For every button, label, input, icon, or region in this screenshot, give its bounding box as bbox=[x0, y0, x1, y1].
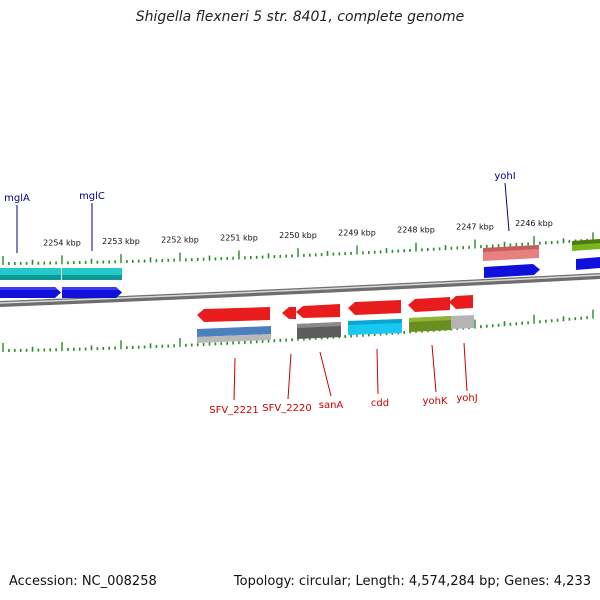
gene-label-mglC[interactable]: mglC bbox=[79, 191, 105, 202]
feature-sanA[interactable] bbox=[296, 304, 341, 339]
scale-label: 2254 kbp bbox=[43, 238, 81, 247]
feature-yohK[interactable] bbox=[408, 297, 451, 332]
feature-SFV_2221-band-top bbox=[197, 326, 271, 337]
gene-label-SFV_2221[interactable]: SFV_2221 bbox=[209, 405, 258, 416]
scale-label: 2246 kbp bbox=[515, 219, 553, 228]
feature-mglA-band-top bbox=[0, 268, 61, 275]
feature-mglC-cds-shine bbox=[62, 287, 119, 290]
gene-label-SFV_2220[interactable]: SFV_2220 bbox=[262, 403, 311, 414]
feature-yohI-cds-arrow bbox=[484, 264, 540, 278]
feature-yohK-cds-arrow bbox=[408, 297, 450, 312]
map-title: Shigella flexneri 5 str. 8401, complete … bbox=[135, 9, 465, 25]
leader-SFV_2221 bbox=[233, 357, 236, 401]
leader-yohJ bbox=[463, 342, 468, 392]
feature-SFV_2221[interactable] bbox=[197, 307, 271, 343]
feature-partial-right-cds bbox=[576, 257, 600, 270]
gene-label-yohJ[interactable]: yohJ bbox=[456, 393, 477, 404]
scale-label: 2248 kbp bbox=[397, 226, 435, 235]
feature-yohK-band-edge bbox=[409, 316, 451, 322]
feature-SFV_2220[interactable] bbox=[282, 307, 296, 319]
feature-mglA-band-bottom bbox=[0, 275, 61, 280]
genome-backbone-highlight bbox=[0, 274, 600, 304]
feature-mglA[interactable] bbox=[0, 268, 61, 298]
leader-SFV_2220 bbox=[287, 353, 292, 400]
gene-label-sanA[interactable]: sanA bbox=[319, 400, 344, 411]
gene-label-cdd[interactable]: cdd bbox=[371, 398, 389, 409]
gene-label-yohI[interactable]: yohI bbox=[494, 171, 515, 182]
feature-mglC-band-bottom bbox=[62, 275, 122, 280]
feature-yohI-band-edge bbox=[483, 245, 539, 252]
feature-sanA-cds-arrow bbox=[296, 304, 340, 318]
feature-partial-right-band-edge bbox=[572, 239, 600, 245]
feature-yohJ[interactable] bbox=[449, 295, 474, 329]
scale-label: 2252 kbp bbox=[161, 236, 199, 245]
feature-mglC[interactable] bbox=[62, 268, 122, 298]
feature-sanA-band-edge bbox=[297, 322, 341, 328]
scale-label: 2249 kbp bbox=[338, 229, 376, 238]
feature-cdd-cds-arrow bbox=[348, 300, 401, 315]
feature-SFV_2220-cds-arrow bbox=[282, 307, 296, 319]
feature-yohJ-cds-arrow bbox=[449, 295, 473, 309]
feature-cdd-band-edge bbox=[348, 319, 402, 325]
feature-partial-right[interactable] bbox=[572, 239, 600, 270]
feature-yohJ-band bbox=[451, 315, 474, 329]
feature-mglC-band-top bbox=[62, 268, 122, 275]
accession-label: Accession: NC_008258 bbox=[9, 574, 157, 589]
scale-label: 2251 kbp bbox=[220, 233, 258, 242]
genome-summary: Topology: circular; Length: 4,574,284 bp… bbox=[233, 574, 591, 589]
feature-yohI[interactable] bbox=[483, 245, 540, 278]
scale-label: 2247 kbp bbox=[456, 222, 494, 231]
scale-label: 2250 kbp bbox=[279, 231, 317, 240]
feature-SFV_2221-cds-arrow bbox=[197, 307, 270, 322]
genome-backbone bbox=[0, 273, 600, 307]
gene-label-mglA[interactable]: mglA bbox=[4, 193, 30, 204]
gene-label-yohK[interactable]: yohK bbox=[423, 396, 448, 407]
feature-cdd[interactable] bbox=[348, 300, 402, 335]
leader-cdd bbox=[376, 348, 379, 395]
feature-SFV_2221-band-bottom bbox=[197, 334, 271, 343]
leader-sanA bbox=[319, 351, 332, 397]
leader-yohI bbox=[504, 182, 510, 232]
feature-mglA-cds-shine bbox=[0, 287, 58, 290]
leader-yohK bbox=[431, 344, 437, 393]
scale-label: 2253 kbp bbox=[102, 237, 140, 246]
